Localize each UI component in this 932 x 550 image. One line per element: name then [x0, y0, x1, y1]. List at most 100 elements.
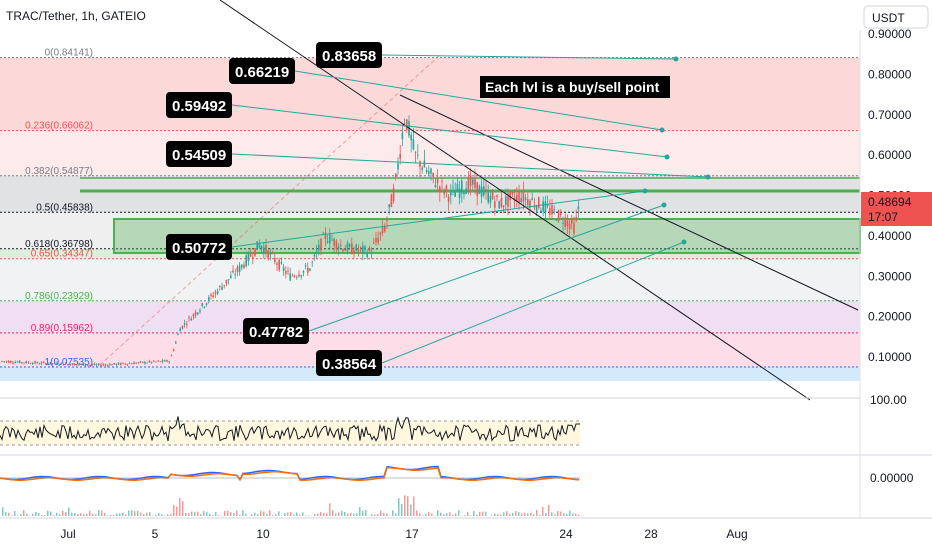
volume-bar	[131, 510, 133, 516]
candle-body	[573, 222, 575, 234]
candle-body	[518, 192, 520, 203]
volume-bar	[380, 510, 382, 516]
volume-bar	[482, 511, 484, 516]
volume-bar	[485, 511, 487, 516]
candle-body	[221, 286, 223, 290]
candle-body	[505, 196, 507, 205]
candle-body	[40, 362, 43, 364]
volume-bar	[212, 514, 214, 516]
candle-body	[54, 362, 56, 364]
callout-box[interactable]	[166, 92, 232, 118]
volume-bar	[365, 510, 367, 516]
symbol-title[interactable]: TRAC/Tether, 1h, GATEIO	[6, 9, 146, 23]
candle-body	[566, 220, 569, 227]
candle-body	[478, 185, 481, 194]
volume-bar	[134, 511, 136, 516]
volume-bar	[446, 513, 448, 516]
candle-body	[562, 223, 564, 224]
callout-box[interactable]	[229, 58, 295, 84]
volume-bar	[305, 515, 307, 516]
candle-body	[555, 220, 558, 222]
price-tick: 0.30000	[868, 269, 912, 283]
rsi-axis-tick: 100.00	[870, 393, 907, 407]
callout-box[interactable]	[316, 350, 382, 376]
volume-bar	[362, 510, 364, 516]
candle-body	[27, 362, 30, 363]
candle-body	[320, 238, 322, 251]
candle-body	[553, 209, 555, 211]
candle-body	[560, 213, 562, 215]
volume-bar	[353, 513, 355, 516]
volume-bar	[284, 512, 286, 516]
volume-bar	[536, 510, 538, 516]
volume-bar	[479, 511, 481, 516]
callout-box[interactable]	[243, 318, 309, 344]
candle-body	[223, 285, 225, 287]
candle-body	[335, 240, 338, 249]
candle-body	[287, 270, 289, 272]
volume-bar	[407, 496, 409, 516]
volume-bar	[275, 514, 277, 516]
candle-body	[87, 364, 89, 366]
volume-bar	[14, 510, 16, 516]
candle-body	[111, 364, 113, 366]
candle-body	[436, 178, 439, 184]
candle-body	[102, 364, 104, 366]
volume-bar	[2, 507, 4, 516]
volume-bar	[8, 512, 10, 516]
volume-bar	[167, 514, 169, 516]
volume-bar	[68, 507, 70, 516]
candle-body	[540, 210, 542, 212]
callout-anchor	[673, 56, 679, 62]
volume-bar	[416, 510, 418, 516]
callout-labels[interactable]: 0.83658 0.66219 0.59492 0.54509 0.50772 0.477…	[166, 42, 382, 376]
callout-box[interactable]	[166, 234, 232, 260]
fib-level-label: 0.786(0.23929)	[25, 291, 93, 302]
price-axis[interactable]: 0.900000.800000.700000.600000.500000.400…	[868, 27, 912, 364]
trendline-shallow[interactable]	[399, 94, 859, 311]
volume-bar	[215, 512, 217, 516]
candle-body	[522, 190, 525, 202]
volume-bar	[101, 510, 103, 516]
volume-bar	[329, 503, 331, 516]
volume-bar	[296, 512, 298, 516]
volume-bar	[467, 511, 469, 516]
candle-body	[480, 186, 483, 197]
volume-bar	[179, 497, 181, 516]
volume-bar	[533, 514, 535, 516]
callout-box[interactable]	[166, 141, 232, 167]
candle-body	[166, 360, 168, 362]
volume-bar	[188, 513, 190, 516]
volume-bar	[332, 510, 334, 516]
volume-bar	[359, 507, 361, 516]
volume-bar	[107, 515, 109, 516]
candle-body	[274, 257, 276, 263]
time-axis[interactable]: Jul 5 10 17 24 28 Aug	[60, 527, 747, 541]
candle-body	[199, 310, 201, 312]
volume-bar	[383, 513, 385, 516]
candle-body	[507, 193, 509, 207]
candle-body	[60, 362, 63, 364]
volume-bar	[218, 515, 220, 516]
volume-bar	[302, 512, 304, 516]
candle-body	[186, 323, 188, 325]
volume-bar	[71, 512, 73, 516]
candle-body	[551, 205, 553, 215]
candle-body	[25, 361, 27, 364]
callout-box[interactable]	[316, 42, 382, 68]
callout-value: 0.54509	[172, 147, 226, 164]
candle-body	[168, 361, 170, 363]
candle-body	[38, 363, 41, 365]
volume-bar	[191, 511, 193, 516]
volume-bar	[335, 513, 337, 516]
currency-selector[interactable]	[863, 5, 929, 29]
volume-bar	[47, 510, 49, 516]
volume-bar	[440, 512, 442, 516]
fib-zone	[0, 175, 860, 213]
support-zone-box[interactable]	[113, 218, 861, 254]
volume-bar	[137, 510, 139, 516]
time-tick: 24	[559, 527, 573, 541]
candle-body	[291, 275, 294, 277]
volume-bar	[431, 513, 433, 516]
